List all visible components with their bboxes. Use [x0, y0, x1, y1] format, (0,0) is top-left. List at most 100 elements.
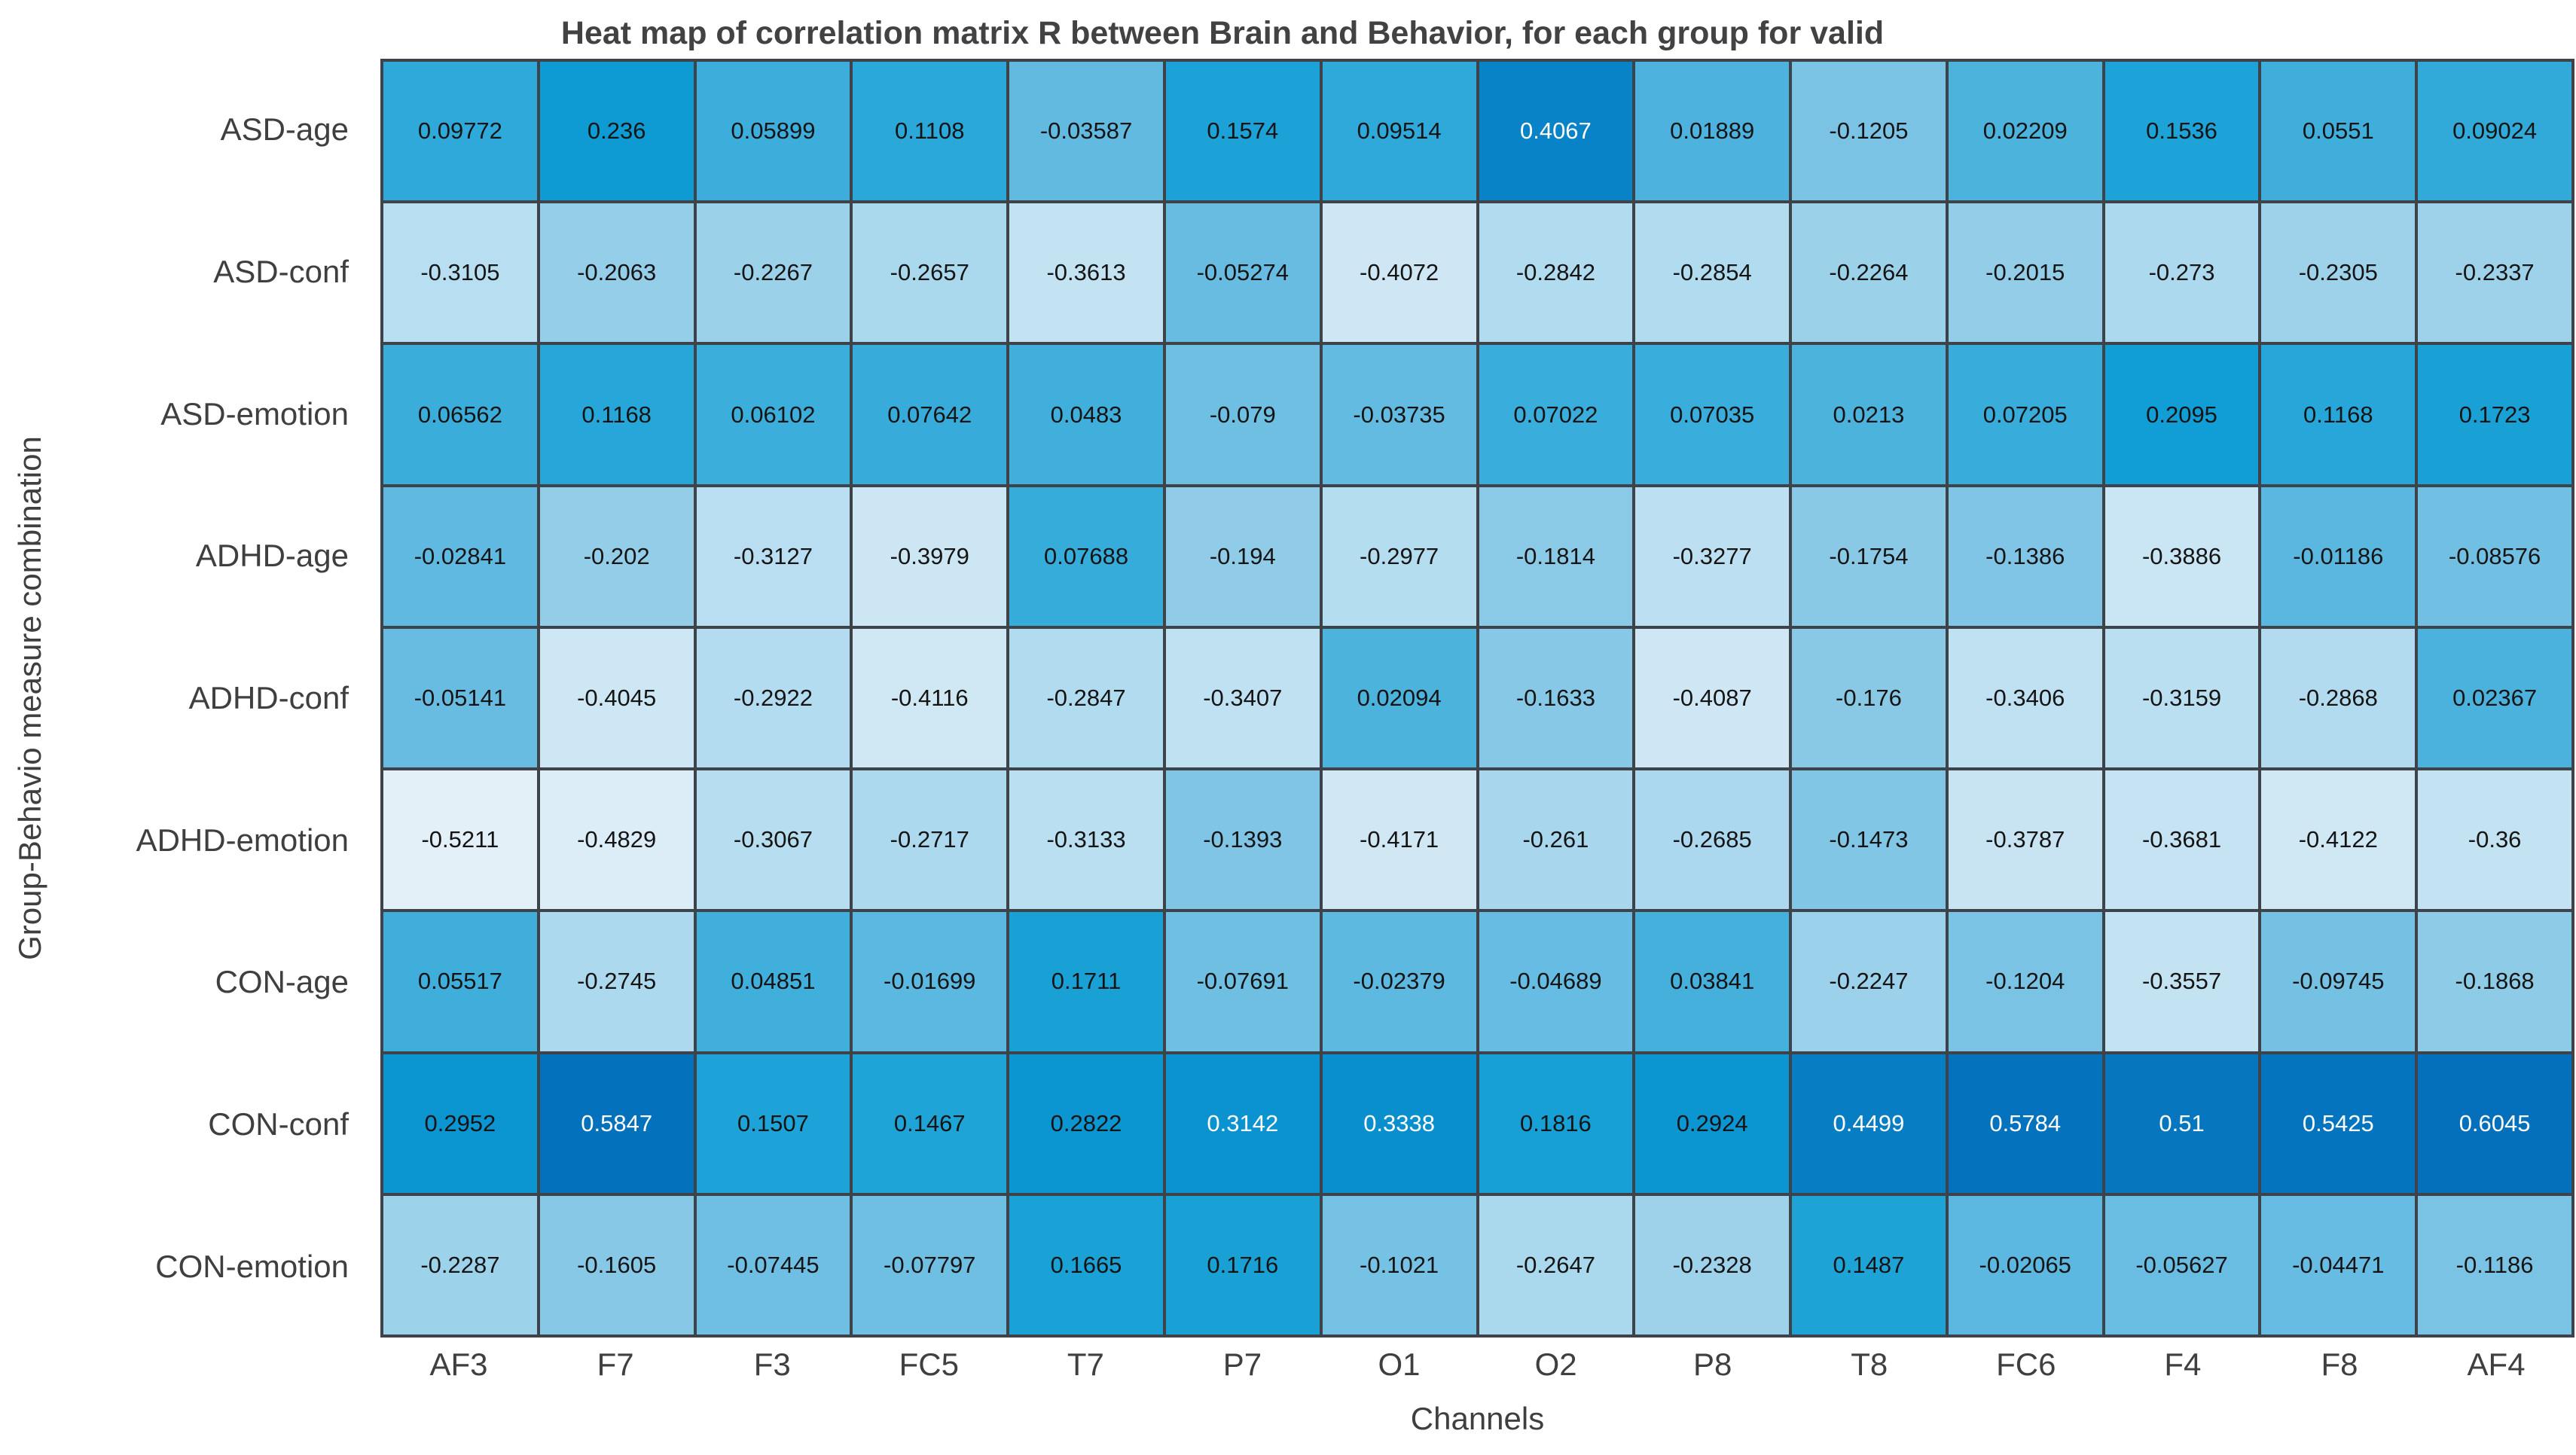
heatmap-cell: 0.2924 — [1634, 1052, 1791, 1194]
heatmap-cell: -0.36 — [2416, 769, 2573, 911]
heatmap-cell: 0.06102 — [694, 343, 852, 486]
heatmap-cell: 0.1574 — [1164, 60, 1321, 203]
heatmap-cell: -0.03735 — [1320, 343, 1478, 486]
heatmap-cell: -0.2287 — [382, 1194, 539, 1336]
heatmap-cell: 0.1168 — [2260, 343, 2417, 486]
heatmap-cell: -0.2854 — [1634, 202, 1791, 344]
heatmap-cell: 0.03841 — [1634, 911, 1791, 1053]
heatmap-cell: -0.02841 — [382, 485, 539, 627]
heatmap-cell: 0.2095 — [2103, 343, 2260, 486]
heatmap-cell: 0.1716 — [1164, 1194, 1321, 1336]
heatmap-cell: 0.0551 — [2260, 60, 2417, 203]
heatmap-cell: -0.02379 — [1320, 911, 1478, 1053]
heatmap-cell: 0.09514 — [1320, 60, 1478, 203]
heatmap-cell: 0.5784 — [1946, 1052, 2104, 1194]
heatmap-cell: -0.02065 — [1946, 1194, 2104, 1336]
heatmap-cell: -0.4116 — [851, 627, 1009, 770]
heatmap-cell: 0.5425 — [2260, 1052, 2417, 1194]
heatmap-cell: 0.6045 — [2416, 1052, 2573, 1194]
heatmap-cell: -0.1205 — [1790, 60, 1947, 203]
heatmap-cell: -0.1633 — [1477, 627, 1634, 770]
heatmap-cell: 0.05517 — [382, 911, 539, 1053]
heatmap-cell: 0.1723 — [2416, 343, 2573, 486]
heatmap-cell: -0.2267 — [694, 202, 852, 344]
heatmap-cell: -0.4045 — [538, 627, 695, 770]
heatmap-cell: -0.07797 — [851, 1194, 1009, 1336]
col-label: P7 — [1222, 1347, 1262, 1382]
heatmap-cell: -0.01186 — [2260, 485, 2417, 627]
heatmap-cell: -0.03587 — [1008, 60, 1164, 203]
heatmap-cell: -0.3406 — [1946, 627, 2104, 770]
heatmap-cell: 0.06562 — [382, 343, 539, 486]
row-labels: ASD-age ASD-conf ASD-emotion ADHD-age ADHD-c… — [0, 59, 365, 1338]
heatmap-cell: -0.2868 — [2260, 627, 2417, 770]
heatmap-cell: -0.1204 — [1946, 911, 2104, 1053]
heatmap-cell: -0.2842 — [1477, 202, 1634, 344]
heatmap-cell: -0.07691 — [1164, 911, 1321, 1053]
row-label: ADHD-age — [195, 538, 349, 574]
col-label: F4 — [2164, 1347, 2202, 1382]
heatmap-cell: 0.1816 — [1477, 1052, 1634, 1194]
col-label: T7 — [1067, 1347, 1104, 1382]
col-label: AF3 — [429, 1347, 488, 1382]
row-label: ASD-conf — [213, 254, 349, 289]
row-label: CON-conf — [208, 1106, 349, 1142]
heatmap-cell: -0.3159 — [2103, 627, 2260, 770]
heatmap-cell: 0.4499 — [1790, 1052, 1947, 1194]
heatmap-cell: 0.0483 — [1008, 343, 1164, 486]
col-label: T8 — [1851, 1347, 1888, 1382]
row-label: CON-emotion — [155, 1248, 349, 1284]
heatmap-cell: -0.3133 — [1008, 769, 1164, 911]
heatmap-cell: -0.05141 — [382, 627, 539, 770]
col-label: F8 — [2321, 1347, 2358, 1382]
heatmap-cell: -0.1754 — [1790, 485, 1947, 627]
heatmap-cell: -0.3787 — [1946, 769, 2104, 911]
heatmap-cell: -0.1868 — [2416, 911, 2573, 1053]
heatmap-cell: -0.4087 — [1634, 627, 1791, 770]
heatmap-cell: -0.2063 — [538, 202, 695, 344]
heatmap-cell: -0.08576 — [2416, 485, 2573, 627]
col-label: O1 — [1378, 1347, 1421, 1382]
heatmap-cell: 0.1536 — [2103, 60, 2260, 203]
heatmap-cell: -0.202 — [538, 485, 695, 627]
heatmap-cell: -0.2922 — [694, 627, 852, 770]
heatmap-cell: -0.3407 — [1164, 627, 1321, 770]
heatmap-cell: 0.07688 — [1008, 485, 1164, 627]
heatmap-cell: -0.3886 — [2103, 485, 2260, 627]
heatmap-cell: 0.0213 — [1790, 343, 1947, 486]
heatmap-cell: 0.3338 — [1320, 1052, 1478, 1194]
col-labels: AF3 F7 F3 FC5 T7 P7 O1 O2 P8 T8 FC6 F4 F8 AF4 — [380, 1341, 2574, 1389]
row-label: CON-age — [215, 964, 349, 1000]
heatmap-cell: 0.02367 — [2416, 627, 2573, 770]
heatmap-cell: -0.194 — [1164, 485, 1321, 627]
heatmap-cell: -0.079 — [1164, 343, 1321, 486]
heatmap-cell: -0.05627 — [2103, 1194, 2260, 1336]
heatmap-cell: -0.1021 — [1320, 1194, 1478, 1336]
heatmap-cell: 0.04851 — [694, 911, 852, 1053]
heatmap-cell: -0.1186 — [2416, 1194, 2573, 1336]
heatmap-cell: -0.1393 — [1164, 769, 1321, 911]
x-axis-title: Channels — [1410, 1401, 1545, 1436]
heatmap-cell: 0.1711 — [1008, 911, 1164, 1053]
heatmap-cell: -0.07445 — [694, 1194, 852, 1336]
heatmap-cell: -0.1386 — [1946, 485, 2104, 627]
heatmap-cell: -0.2647 — [1477, 1194, 1634, 1336]
heatmap-cell: -0.4072 — [1320, 202, 1478, 344]
heatmap-cell: -0.4829 — [538, 769, 695, 911]
heatmap-cell: -0.2717 — [851, 769, 1009, 911]
heatmap-cell: -0.2264 — [1790, 202, 1947, 344]
col-label: AF4 — [2467, 1347, 2526, 1382]
heatmap-cell: -0.3105 — [382, 202, 539, 344]
heatmap-cell: -0.261 — [1477, 769, 1634, 911]
heatmap-cell: -0.3277 — [1634, 485, 1791, 627]
heatmap-cell: 0.1168 — [538, 343, 695, 486]
heatmap-cell: -0.1605 — [538, 1194, 695, 1336]
heatmap-cell: -0.4171 — [1320, 769, 1478, 911]
col-label: F7 — [597, 1347, 634, 1382]
heatmap-cell: -0.09745 — [2260, 911, 2417, 1053]
row-label: ADHD-emotion — [136, 822, 349, 858]
heatmap-cell: -0.2305 — [2260, 202, 2417, 344]
heatmap-cell: 0.3142 — [1164, 1052, 1321, 1194]
heatmap-cell: -0.3067 — [694, 769, 852, 911]
